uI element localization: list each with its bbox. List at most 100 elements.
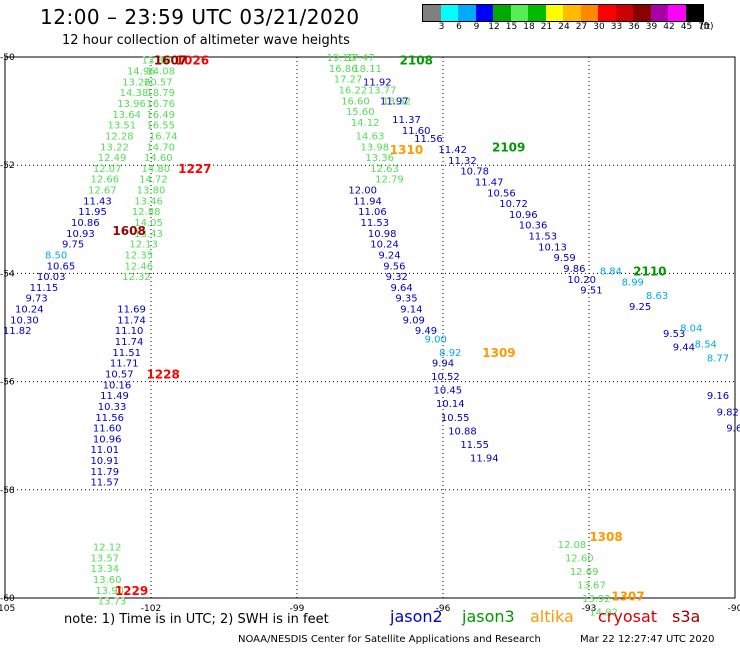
wave-height-label: 12.63 [370, 164, 399, 175]
x-tick-label: -96 [436, 604, 451, 614]
legend-label: 33 [610, 22, 623, 32]
wave-height-label: 18.79 [146, 88, 175, 99]
pass-time-label: 1607 [154, 54, 187, 68]
pass-time-label: 1608 [112, 224, 145, 238]
legend-swatch [650, 5, 668, 21]
wave-height-label: 12.46 [125, 261, 154, 272]
wave-height-label: 17.47 [346, 53, 375, 64]
wave-height-label: 14.38 [120, 88, 149, 99]
wave-height-label: 13.32 [382, 96, 411, 107]
wave-height-label: 8.50 [45, 250, 67, 261]
chart-axes: -105 -102 -99 -96 -93 -90 -50 -52 -54 -56 -58 -60 [0, 53, 740, 614]
satellite-jason3: jason3 [462, 607, 515, 626]
wave-height-label: 19.18 [326, 53, 355, 64]
wave-height-label: 11.53 [528, 232, 557, 243]
legend-label: 3 [438, 22, 445, 32]
pass-time-label: 1026 [176, 54, 209, 68]
wave-height-label: 10.91 [90, 456, 119, 467]
chart-subtitle: 12 hour collection of altimeter wave hei… [62, 33, 350, 48]
wave-height-label: 9.53 [663, 329, 685, 340]
wave-height-label: 10.24 [370, 240, 399, 251]
wave-height-label: 9.09 [403, 315, 425, 326]
wave-height-label: 13.92 [582, 594, 611, 605]
wave-height-label: 11.97 [380, 96, 409, 107]
wave-height-label: 11.53 [361, 218, 390, 229]
wave-height-label: 10.16 [103, 380, 132, 391]
chart-grid [5, 57, 735, 598]
wave-height-label: 10.55 [441, 413, 470, 424]
wave-height-label: 11.94 [353, 196, 382, 207]
wave-height-label: 13.46 [134, 196, 163, 207]
wave-height-label: 10.98 [368, 229, 397, 240]
legend-label: 39 [645, 22, 658, 32]
wave-height-label: 12.79 [375, 175, 404, 186]
wave-height-label: 11.49 [100, 391, 129, 402]
wave-height-label: 10.14 [436, 399, 465, 410]
wave-height-label: 11.47 [475, 177, 504, 188]
legend-label: 15 [505, 22, 518, 32]
wave-height-label: 13.57 [90, 553, 119, 564]
wave-height-label: 9.86 [563, 264, 585, 275]
wave-height-label: 11.74 [115, 337, 144, 348]
wave-height-label: 13.73 [98, 597, 127, 608]
legend-label: 45 [680, 22, 693, 32]
x-tick-label: -93 [582, 604, 597, 614]
y-tick-label: -56 [0, 378, 15, 388]
wave-height-label: 9.00 [425, 334, 447, 345]
legend-swatch [510, 5, 528, 21]
wave-height-label: 17.27 [334, 75, 363, 86]
wave-height-label: 10.45 [434, 386, 463, 397]
wave-height-label: 9.56 [383, 261, 405, 272]
legend-swatch [528, 5, 546, 21]
wave-height-label: 10.78 [460, 167, 489, 178]
wave-height-label: 14.70 [146, 142, 175, 153]
y-tick-label: -50 [0, 53, 15, 63]
wave-height-label: 13.77 [368, 85, 397, 96]
wave-height-label: 16.49 [146, 110, 175, 121]
wave-height-label: 10.56 [487, 188, 516, 199]
x-tick-label: -99 [290, 604, 305, 614]
wave-height-label: 11.55 [460, 440, 489, 451]
wave-height-label: 14.80 [142, 164, 171, 175]
wave-height-label: 9.32 [386, 272, 408, 283]
wave-height-label: 18.11 [353, 64, 382, 75]
wave-height-label: 11.51 [112, 348, 141, 359]
wave-height-label: 14.96 [127, 67, 156, 78]
wave-height-label: 10.24 [15, 305, 44, 316]
wave-height-label: 13.22 [100, 142, 129, 153]
wave-height-label: 10.52 [431, 372, 460, 383]
wave-height-label: 11.06 [358, 207, 387, 218]
wave-height-label: 16.22 [339, 85, 368, 96]
pass-time-label: 1227 [178, 162, 211, 176]
legend-label: 6 [456, 22, 462, 32]
chart-title: 12:00 – 23:59 UTC 03/21/2020 [40, 5, 360, 29]
wave-height-label: 10.96 [93, 434, 122, 445]
legend-label: 36 [628, 22, 640, 32]
wave-height-label: 16.55 [146, 121, 175, 132]
wave-height-label: 9.35 [395, 294, 417, 305]
wave-height-label: 16.74 [149, 131, 178, 142]
wave-height-label: 11.79 [90, 467, 119, 478]
wave-height-label: 9.94 [432, 359, 454, 370]
footer-credit: NOAA/NESDIS Center for Satellite Applica… [238, 634, 541, 645]
wave-height-label: 12.66 [90, 175, 119, 186]
pass-time-label: 1307 [611, 589, 644, 603]
wave-height-label: 13.67 [577, 580, 606, 591]
wave-height-label: 16.60 [341, 96, 370, 107]
wave-height-label: 13.43 [134, 229, 163, 240]
wave-height-label: 13.66 [142, 56, 171, 67]
wave-height-label: 11.37 [392, 115, 421, 126]
wave-height-label: 10.88 [448, 426, 477, 437]
satellite-jason2: jason2 [390, 607, 443, 626]
wave-height-label: 12.08 [558, 540, 587, 551]
wave-height-label: 11.56 [95, 413, 124, 424]
wave-height-label: 13.90 [95, 586, 124, 597]
wave-height-label: 12.13 [129, 240, 158, 251]
wave-height-label: 14.68 [159, 56, 188, 67]
wave-height-label: 10.86 [71, 218, 100, 229]
legend-unit: (ft) [700, 22, 714, 32]
wave-height-label: 15.60 [346, 107, 375, 118]
wave-height-label: 20.57 [144, 77, 173, 88]
x-tick-label: -90 [728, 604, 740, 614]
